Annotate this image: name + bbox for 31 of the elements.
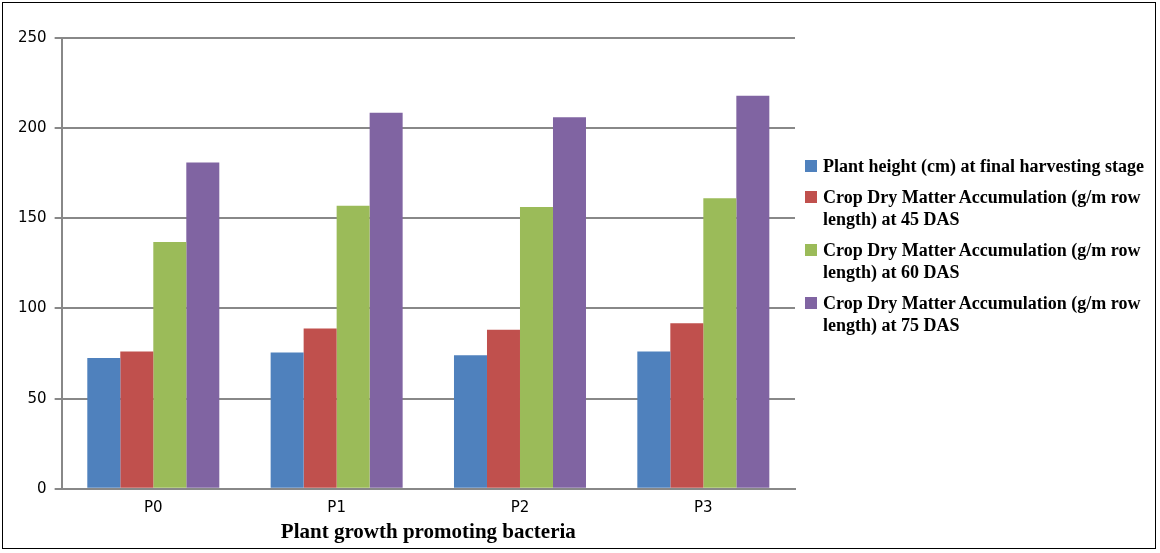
x-axis-title: Plant growth promoting bacteria (280, 518, 577, 543)
x-tick-label: P2 (510, 497, 530, 516)
y-tick-label: 200 (17, 118, 47, 137)
bar (153, 242, 187, 488)
y-tick-label: 50 (27, 388, 47, 407)
y-tick-label: 150 (17, 208, 47, 227)
bar (336, 205, 370, 488)
bar (736, 95, 770, 488)
bar (519, 206, 553, 488)
bar (552, 117, 586, 488)
bar (87, 357, 121, 488)
legend-label: Crop Dry Matter Accumulation (g/m row length) at 75 DAS (823, 292, 1142, 336)
x-tick-label: P1 (327, 497, 346, 516)
bar (369, 112, 403, 488)
bar (453, 355, 487, 488)
bar (703, 198, 737, 488)
x-tick-label: P0 (144, 497, 163, 516)
legend-label: Crop Dry Matter Accumulation (g/m row length) at 45 DAS (823, 186, 1142, 230)
bar (486, 329, 520, 488)
bar (670, 323, 704, 488)
bar (637, 351, 671, 488)
x-tick-label: P3 (694, 497, 713, 516)
bar (303, 328, 337, 488)
bar (120, 351, 154, 488)
y-tick-label: 250 (17, 27, 47, 46)
legend-label: Plant height (cm) at final harvesting stage (823, 155, 1144, 177)
y-tick-label: 100 (17, 298, 47, 317)
legend-label: Crop Dry Matter Accumulation (g/m row length) at 60 DAS (823, 239, 1142, 283)
bar (270, 352, 304, 488)
y-tick-label: 0 (37, 478, 47, 497)
bar (186, 162, 220, 488)
